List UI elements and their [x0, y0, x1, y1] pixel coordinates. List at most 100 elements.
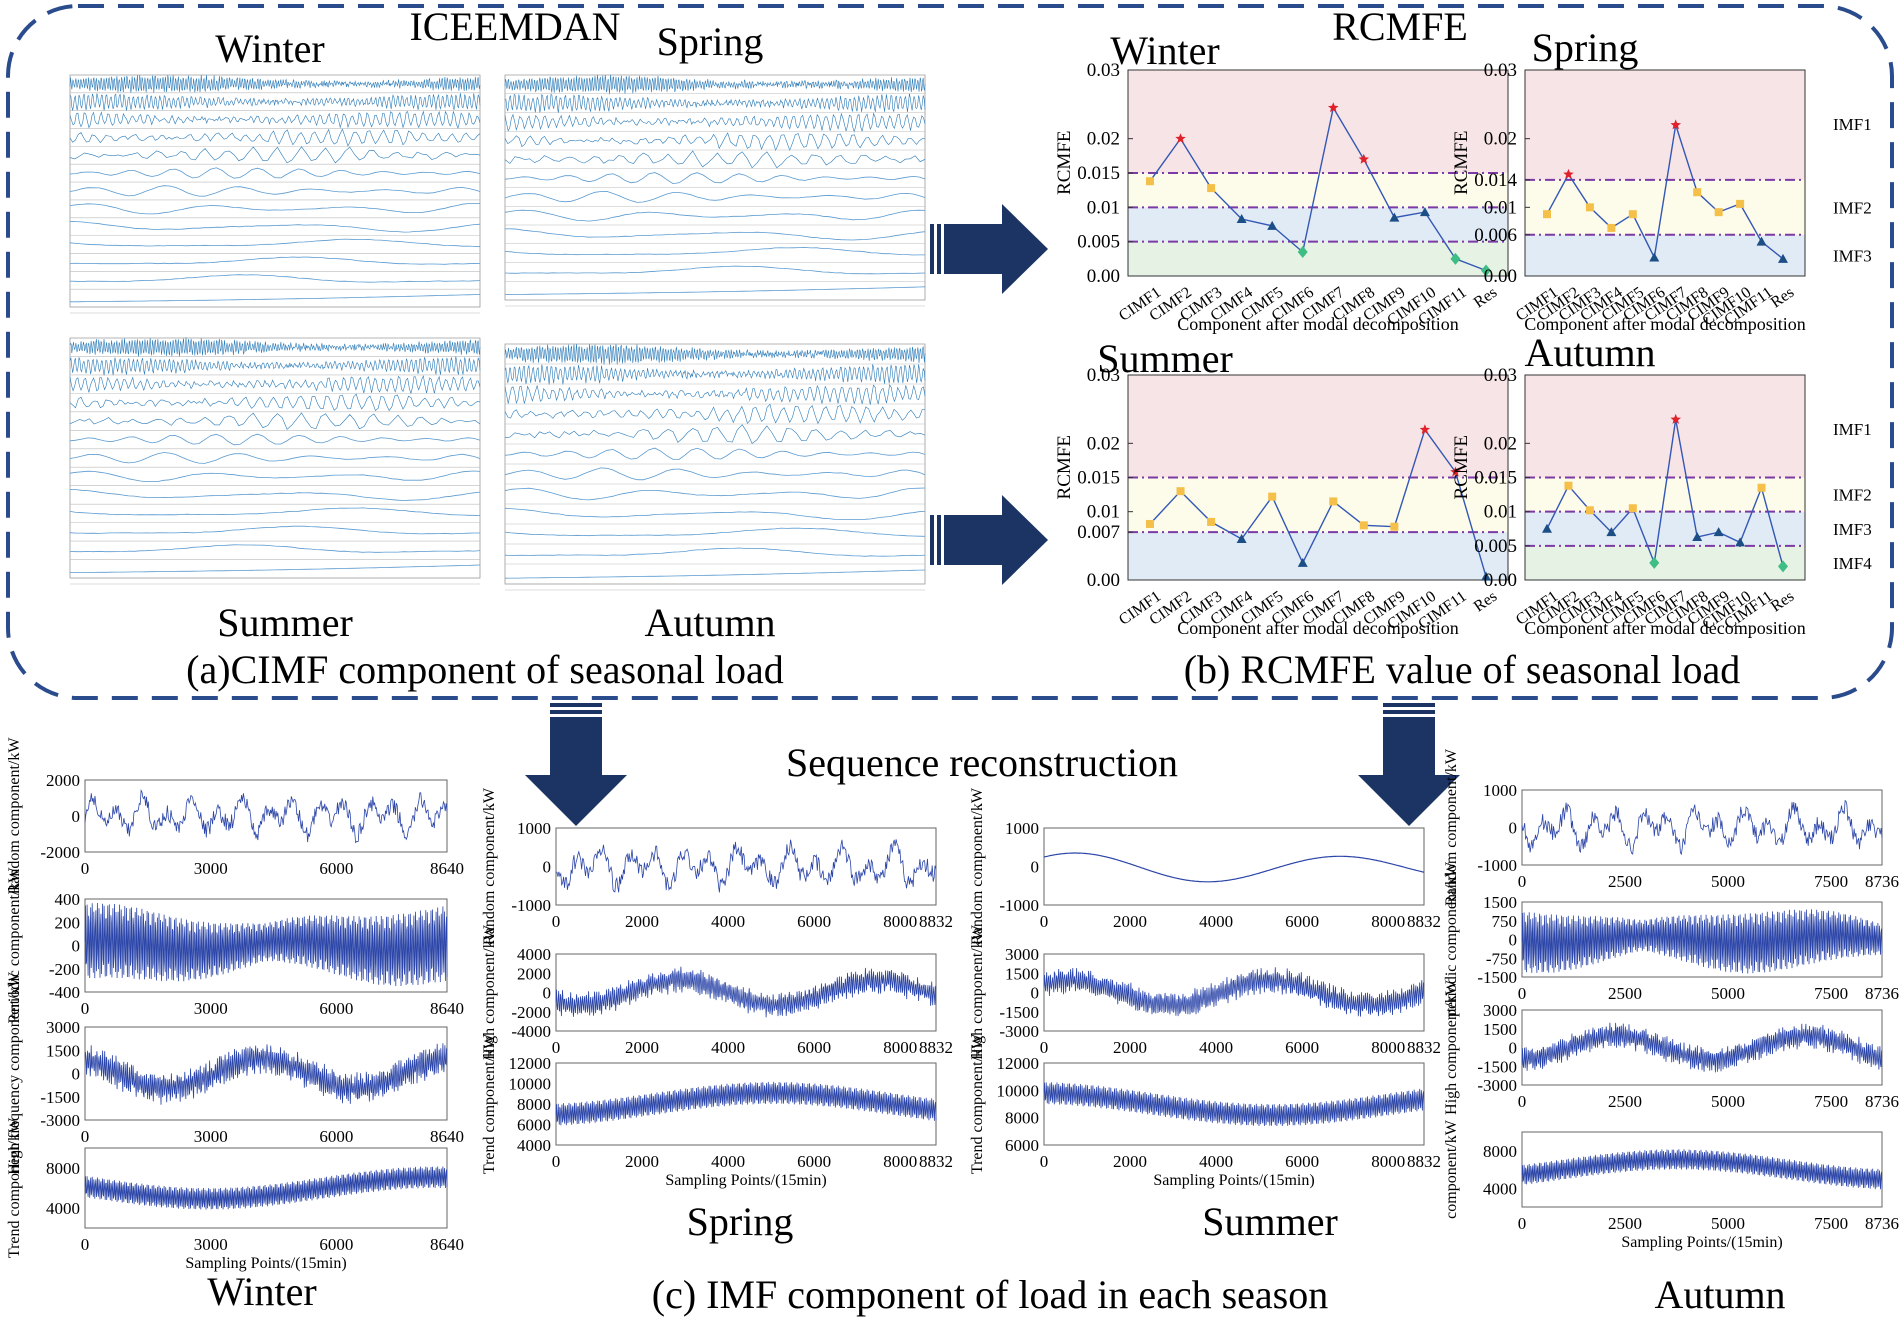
rcmfe-ytick-label: 0.02 — [1484, 129, 1517, 150]
cimf-row-signal — [504, 403, 926, 425]
imf-ytick-label: -1500 — [1477, 1057, 1517, 1076]
cimf-stack-spring — [504, 74, 926, 307]
imf-xtick-label: 0 — [552, 1038, 561, 1057]
marker-square — [1736, 199, 1745, 208]
imf-ytick-label: 1500 — [1483, 893, 1517, 912]
imf-xtick-label: 5000 — [1711, 872, 1745, 891]
marker-star — [1670, 413, 1681, 424]
rcmfe-band-label: IMF1 — [1833, 420, 1872, 439]
imf-ylabel: High component/kW — [481, 924, 498, 1060]
rcmfe-band-red — [1525, 375, 1805, 478]
marker-diamond — [1649, 556, 1660, 569]
imf-ytick-label: 0 — [1031, 984, 1040, 1003]
cimf-spring-label: Spring — [657, 19, 764, 64]
imf-ytick-label: -1000 — [1477, 856, 1517, 875]
rcmfe-band-label: IMF1 — [1833, 115, 1872, 134]
imf-xtick-label: 4000 — [1199, 1152, 1233, 1171]
caption-c: (c) IMF component of load in each season — [652, 1272, 1328, 1317]
marker-square — [1628, 210, 1637, 219]
imf-signal — [84, 788, 448, 844]
rcmfe-ytick-label: 0.01 — [1087, 197, 1120, 218]
imf-xtick-label: 2500 — [1608, 872, 1642, 891]
imf-ytick-label: 2000 — [46, 771, 80, 790]
imf-xtick-label: 8736 — [1865, 1092, 1899, 1111]
imf-ytick-label: 1000 — [517, 819, 551, 838]
imf-signal — [555, 839, 937, 893]
rcmfe-ytick-label: 0.015 — [1077, 468, 1120, 489]
imf-xtick-label: 0 — [81, 999, 90, 1018]
marker-square — [1628, 504, 1637, 513]
cimf-summer-label: Summer — [217, 600, 353, 645]
imf-xtick-label: 0 — [552, 1152, 561, 1171]
imf-ylabel: Trend component/kW — [481, 1033, 498, 1174]
rcmfe-ylabel: RCMFE — [1451, 130, 1472, 194]
marker-square — [1207, 517, 1216, 526]
imf-xtick-label: 0 — [1518, 1214, 1527, 1233]
imf-ytick-label: 4000 — [46, 1199, 80, 1218]
imf-signal — [555, 966, 937, 1018]
rcmfe-chart-spring: 0.03 0.02 0.014 0.01 0.006 0.00 RCMFE IMF1 IMF2 I… — [1451, 60, 1872, 334]
cimf-row-signal — [504, 527, 926, 537]
arrow-right-bottom — [930, 495, 1048, 585]
imf-ytick-label: 12000 — [509, 1054, 552, 1073]
imf-xtick-label: 2000 — [1113, 1038, 1147, 1057]
imf-ylabel: Periodic component/kW — [6, 867, 23, 1024]
imf-plot-frame — [84, 1026, 448, 1121]
imf-xtick-label: 2000 — [625, 1152, 659, 1171]
imf-xtick-label: 0 — [81, 1235, 90, 1254]
dashed-frame — [6, 4, 1894, 700]
cimf-winter-label: Winter — [215, 26, 324, 71]
imf-ylabel: High component/kW — [1443, 979, 1460, 1115]
rcmfe-ytick-label: 0.02 — [1484, 433, 1517, 454]
cimf-row-signal — [69, 203, 480, 215]
rcmfe-band-red — [1525, 70, 1805, 180]
imf-signal — [555, 1081, 937, 1126]
rcmfe-ytick-label: 0.006 — [1474, 225, 1517, 246]
rcmfe-ytick-label: 0.00 — [1087, 570, 1120, 591]
imf-ytick-label: 12000 — [997, 1054, 1040, 1073]
imf-ytick-label: 0 — [1509, 931, 1518, 950]
imf-xtick-label: 5000 — [1711, 1092, 1745, 1111]
imf-xtick-label: 3000 — [194, 1235, 228, 1254]
imf-ylabel: Random component/kW — [969, 787, 986, 945]
imf-ytick-label: -400 — [49, 983, 80, 1002]
rcmfe-band-label: IMF2 — [1833, 198, 1872, 217]
cimf-row-signal — [69, 544, 481, 553]
rcmfe-xlabel: Component after modal decomposition — [1524, 618, 1805, 638]
caption-a: (a)CIMF component of seasonal load — [186, 647, 784, 692]
imf-xtick-label: 8640 — [430, 1127, 464, 1146]
cimf-row-signal — [69, 375, 481, 395]
cimf-row-signal — [504, 343, 926, 365]
arrow-down-right — [1358, 703, 1460, 826]
iceemdan-heading: ICEEMDAN — [409, 4, 620, 49]
imf-winter-label: Winter — [207, 1269, 316, 1314]
imf-plot-frame — [555, 827, 937, 906]
rcmfe-chart-summer: 0.030.020.0150.010.0070.00RCMFEIMF1IMF2I… — [1054, 365, 1575, 638]
caption-b: (b) RCMFE value of seasonal load — [1184, 647, 1741, 692]
imf-signal — [84, 1166, 448, 1210]
imf-xtick-label: 8640 — [430, 1235, 464, 1254]
rcmfe-ytick-label: 0.014 — [1474, 170, 1517, 191]
imf-xtick-label: 8736 — [1865, 872, 1899, 891]
imf-ytick-label: 1000 — [1483, 781, 1517, 800]
marker-square — [1146, 177, 1154, 186]
cimf-row-signal — [69, 110, 481, 130]
imf-xtick-label: 6000 — [1285, 1038, 1319, 1057]
imf-signal — [1521, 1022, 1883, 1073]
imf-xtick-label: 8832 — [1407, 1152, 1441, 1171]
marker-diamond — [1450, 252, 1461, 265]
imf-ytick-label: -1500 — [40, 1088, 80, 1107]
imf-signal — [1043, 967, 1425, 1017]
imf-xtick-label: 2500 — [1608, 1214, 1642, 1233]
imf-xtick-label: 0 — [1040, 1152, 1049, 1171]
imf-ytick-label: 8000 — [517, 1095, 551, 1114]
cimf-row-signal — [504, 209, 926, 222]
imf-ytick-label: 2000 — [517, 964, 551, 983]
imf-ytick-label: -1500 — [1477, 968, 1517, 987]
imf-signal — [1043, 852, 1425, 883]
imf-xtick-label: 8000 — [883, 1038, 917, 1057]
rcmfe-band-label: IMF3 — [1833, 520, 1872, 539]
imf-xtick-label: 2000 — [625, 1038, 659, 1057]
marker-diamond — [1297, 245, 1308, 258]
rcmfe-heading: RCMFE — [1332, 4, 1468, 49]
